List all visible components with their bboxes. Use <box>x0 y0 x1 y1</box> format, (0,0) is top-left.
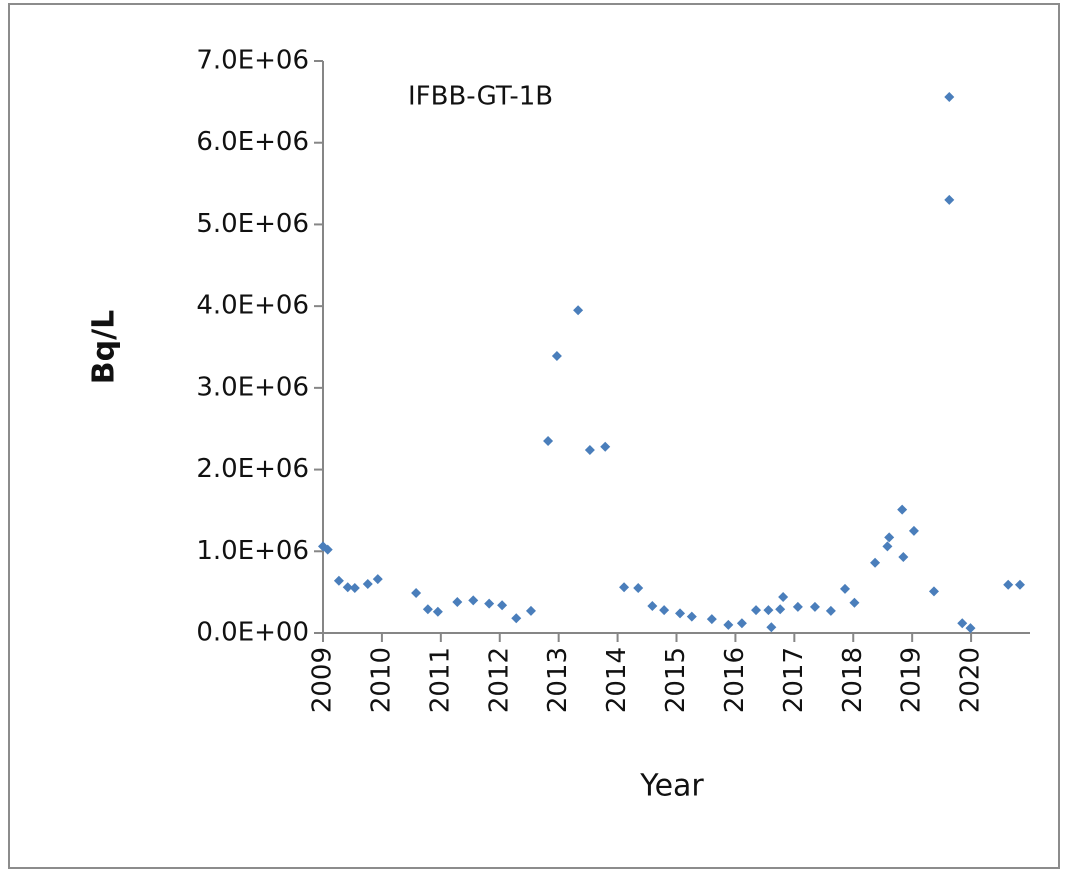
point <box>322 544 333 555</box>
x-tick-label: 2010 <box>366 647 396 713</box>
point <box>686 611 697 622</box>
x-tick-label: 2016 <box>720 647 750 713</box>
x-tick-label: 2011 <box>425 647 455 713</box>
annotation: IFBB-GT-1B <box>408 82 553 112</box>
y-tick-label: 4.0E+06 <box>196 291 309 321</box>
point <box>840 583 851 594</box>
point <box>870 557 881 568</box>
point <box>411 587 422 598</box>
y-axis-label: Bq/L <box>87 310 122 384</box>
x-tick-label: 2018 <box>838 647 868 713</box>
point <box>633 583 644 594</box>
point <box>957 618 968 629</box>
point <box>778 592 789 603</box>
point <box>349 583 360 594</box>
point <box>928 586 939 597</box>
point <box>432 606 443 617</box>
x-axis-label: Year <box>639 769 704 804</box>
point <box>1003 579 1014 590</box>
point <box>944 194 955 205</box>
x-tick-label: 2015 <box>661 647 691 713</box>
y-tick-label: 1.0E+06 <box>196 536 309 566</box>
chart-border <box>8 3 1060 869</box>
point <box>908 525 919 536</box>
point <box>965 623 976 634</box>
point <box>551 350 562 361</box>
point <box>584 444 595 455</box>
x-tick-label: 2012 <box>484 647 514 713</box>
point <box>706 614 717 625</box>
y-tick-label: 2.0E+06 <box>196 454 309 484</box>
point <box>362 578 373 589</box>
point <box>511 613 522 624</box>
x-tick-label: 2013 <box>543 647 573 713</box>
point <box>723 619 734 630</box>
x-tick-label: 2020 <box>956 647 986 713</box>
point <box>573 305 584 316</box>
point <box>422 604 433 615</box>
point <box>1014 579 1025 590</box>
y-tick-label: 6.0E+06 <box>196 127 309 157</box>
point <box>792 601 803 612</box>
point <box>600 441 611 452</box>
point <box>766 622 777 633</box>
y-tick-label: 3.0E+06 <box>196 372 309 402</box>
point <box>333 575 344 586</box>
point <box>825 605 836 616</box>
point <box>884 532 895 543</box>
point <box>751 605 762 616</box>
y-tick-label: 7.0E+06 <box>196 46 309 76</box>
point <box>675 608 686 619</box>
point <box>452 596 463 607</box>
point <box>898 552 909 563</box>
point <box>775 604 786 615</box>
point <box>372 574 383 585</box>
x-tick-label: 2009 <box>308 647 338 713</box>
point <box>809 601 820 612</box>
point <box>897 504 908 515</box>
point <box>736 618 747 629</box>
y-tick-label: 0.0E+00 <box>196 618 309 648</box>
x-tick-label: 2014 <box>602 647 632 713</box>
point <box>849 597 860 608</box>
point <box>497 600 508 611</box>
point <box>763 605 774 616</box>
y-tick-label: 5.0E+06 <box>196 209 309 239</box>
point <box>342 582 353 593</box>
x-tick-label: 2019 <box>897 647 927 713</box>
point <box>525 605 536 616</box>
point <box>484 598 495 609</box>
point <box>647 601 658 612</box>
point <box>944 91 955 102</box>
point <box>468 595 479 606</box>
point <box>619 582 630 593</box>
point <box>659 605 670 616</box>
point <box>543 435 554 446</box>
point <box>882 541 893 552</box>
x-tick-label: 2017 <box>779 647 809 713</box>
